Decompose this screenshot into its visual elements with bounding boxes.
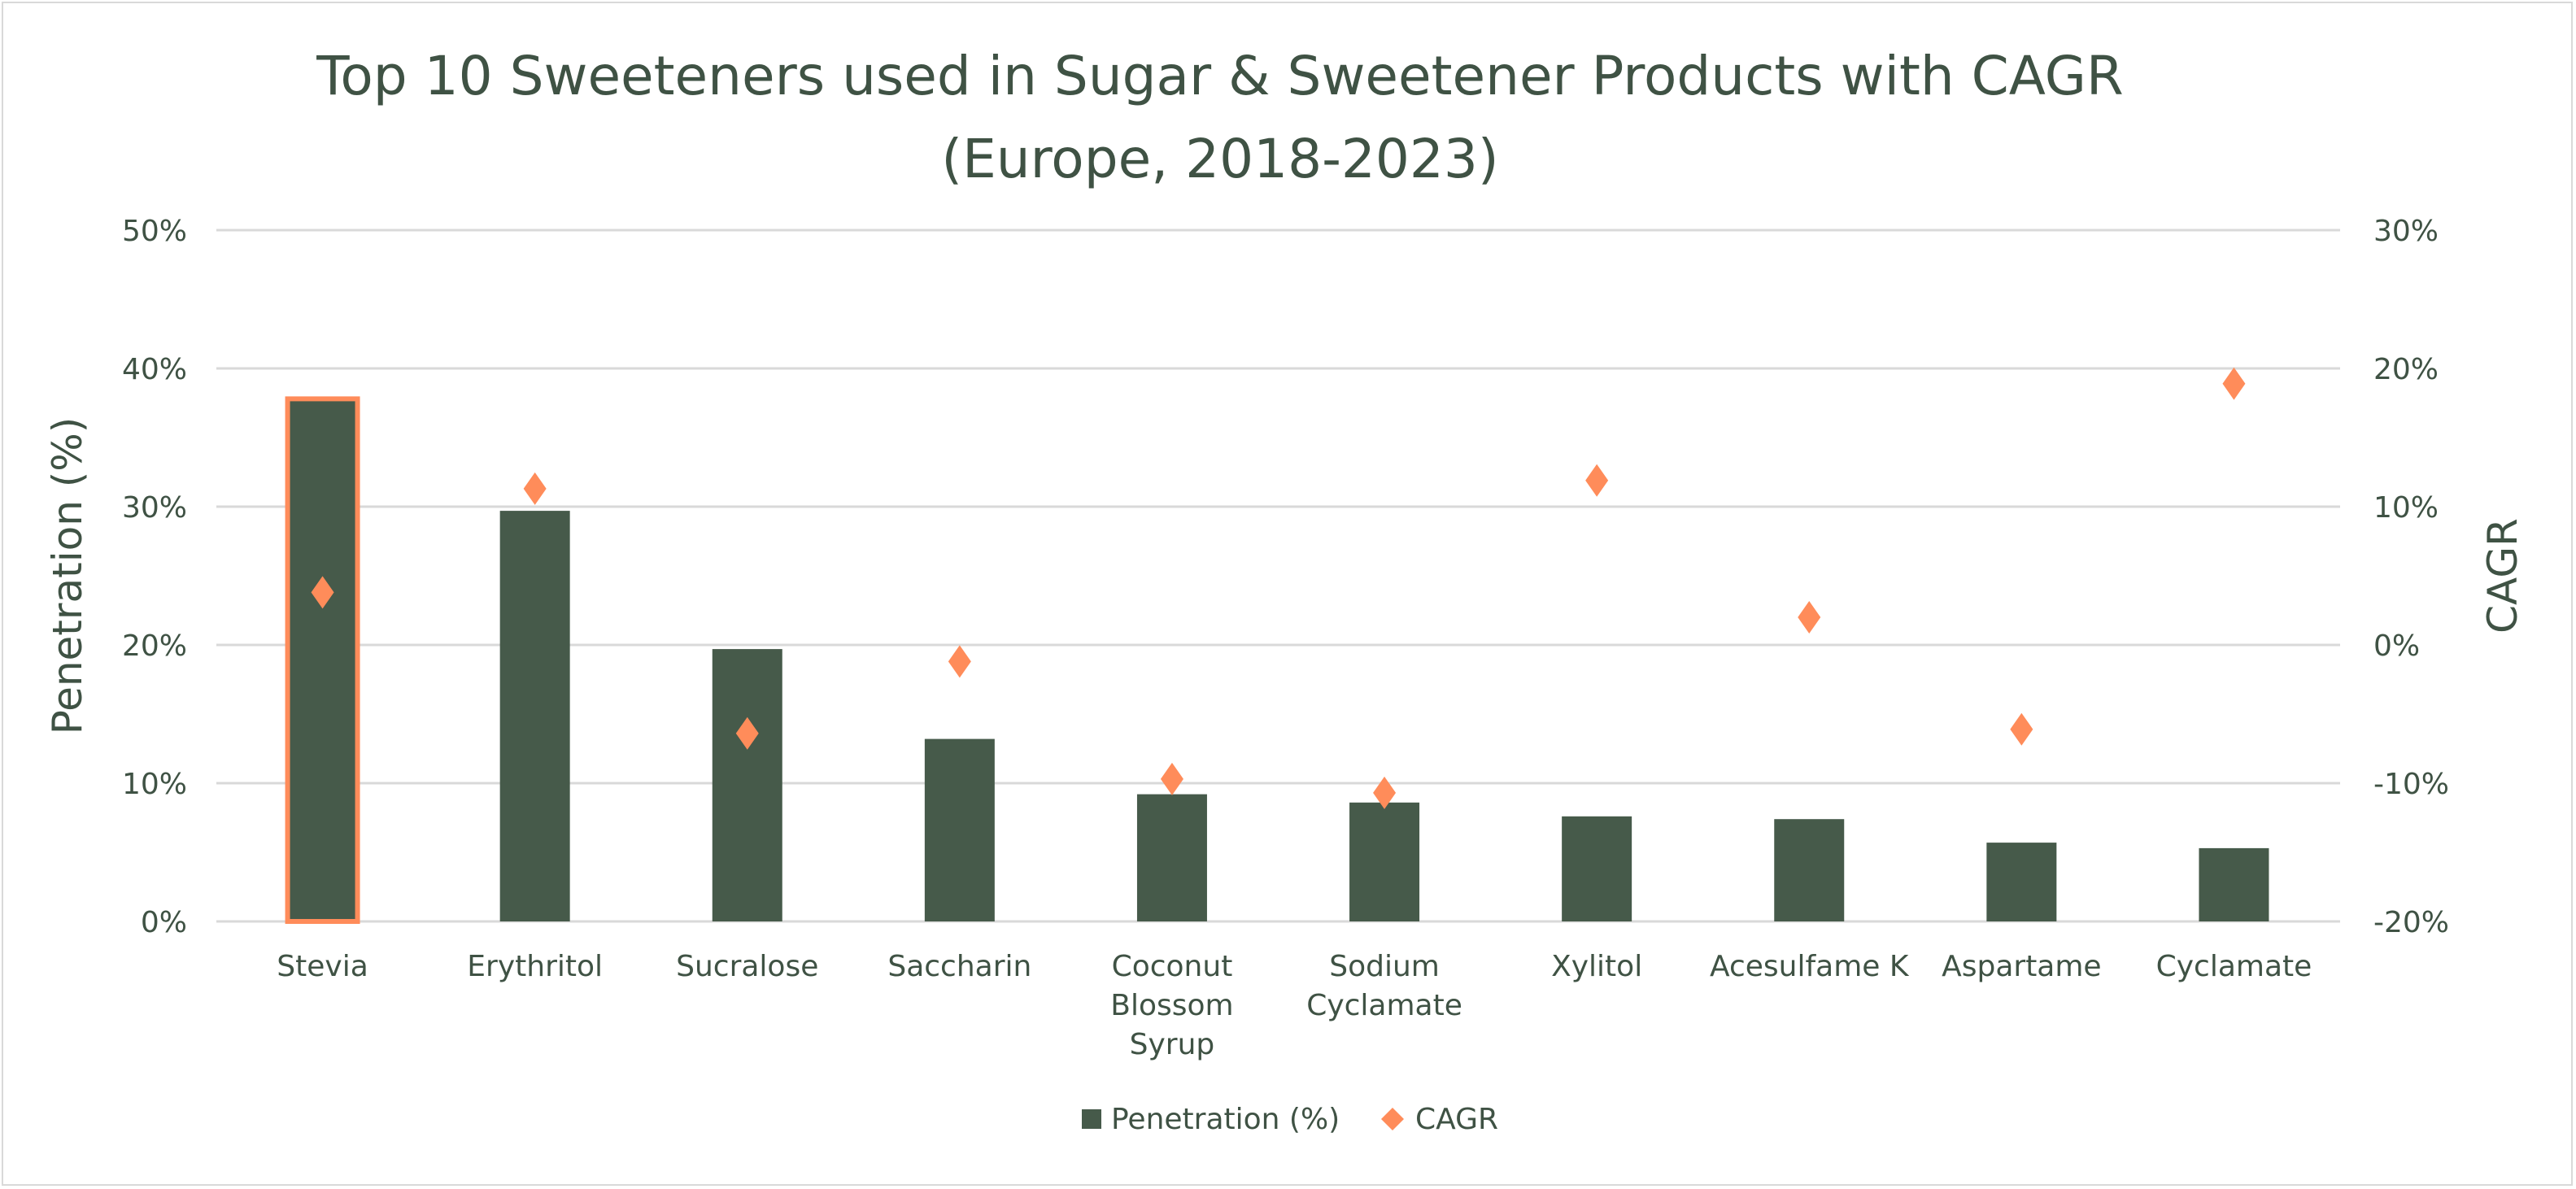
bar-sodium-cyclamate [1349, 802, 1420, 921]
cagr-point-xylitol [1585, 464, 1609, 497]
legend-label-penetration: Penetration (%) [1111, 1103, 1340, 1136]
bar-sucralose [712, 649, 782, 921]
bar-cyclamate [2199, 847, 2269, 921]
cagr-point-sucralose [735, 716, 759, 750]
y-tick-label: 30% [122, 491, 187, 525]
y2-tick-label: 20% [2373, 353, 2439, 386]
bar-coconut-blossom-syrup [1136, 794, 1207, 921]
legend-swatch-penetration [1082, 1109, 1101, 1129]
cagr-point-stevia [311, 576, 334, 609]
x-tick-label: Sodium Cyclamate [1306, 950, 1462, 1022]
cagr-point-cyclamate [2222, 367, 2246, 400]
x-tick-label: Coconut Blossom Syrup [1110, 950, 1233, 1061]
x-tick-label: Cyclamate [2156, 950, 2312, 983]
y-tick-label: 0% [141, 906, 187, 939]
y-tick-label: 40% [122, 353, 187, 386]
cagr-point-coconut-blossom-syrup [1160, 762, 1183, 795]
y2-tick-label: -10% [2373, 768, 2449, 801]
bar-saccharin [924, 738, 995, 921]
y2-tick-label: 10% [2373, 491, 2439, 525]
legend-label-cagr: CAGR [1415, 1103, 1498, 1136]
cagr-point-sodium-cyclamate [1373, 776, 1397, 809]
y2-tick-label: 0% [2373, 629, 2420, 663]
cagr-point-acesulfame-k [1798, 601, 1821, 634]
x-tick-label: Erythritol [467, 950, 603, 983]
cagr-point-aspartame [2010, 712, 2033, 746]
x-tick-label: Saccharin [887, 950, 1031, 983]
y-axis-title: Penetration (%) [44, 417, 91, 735]
x-tick-label: Acesulfame K [1710, 950, 1910, 983]
x-tick-label: Aspartame [1942, 950, 2102, 983]
bar-aspartame [1986, 843, 2057, 921]
y2-axis-title: CAGR [2479, 518, 2526, 634]
bar-stevia [285, 396, 360, 924]
x-tick-label: Sucralose [676, 950, 818, 983]
y2-tick-label: -20% [2373, 906, 2449, 939]
y-tick-label: 10% [122, 768, 187, 801]
y2-tick-label: 30% [2373, 215, 2439, 248]
chart-subtitle: (Europe, 2018-2023) [941, 128, 1498, 190]
bar-erythritol [499, 511, 570, 921]
bar-xylitol [1562, 816, 1632, 921]
legend-swatch-cagr [1381, 1108, 1404, 1130]
x-tick-label: Stevia [277, 950, 368, 983]
y-tick-label: 50% [122, 215, 187, 248]
y-tick-label: 20% [122, 629, 187, 663]
cagr-point-saccharin [948, 645, 971, 678]
legend: Penetration (%) CAGR [1082, 1103, 1498, 1136]
bar-acesulfame-k [1774, 819, 1845, 921]
cagr-point-erythritol [523, 472, 547, 505]
chart-title: Top 10 Sweeteners used in Sugar & Sweete… [316, 45, 2123, 107]
x-tick-label: Xylitol [1551, 950, 1642, 983]
